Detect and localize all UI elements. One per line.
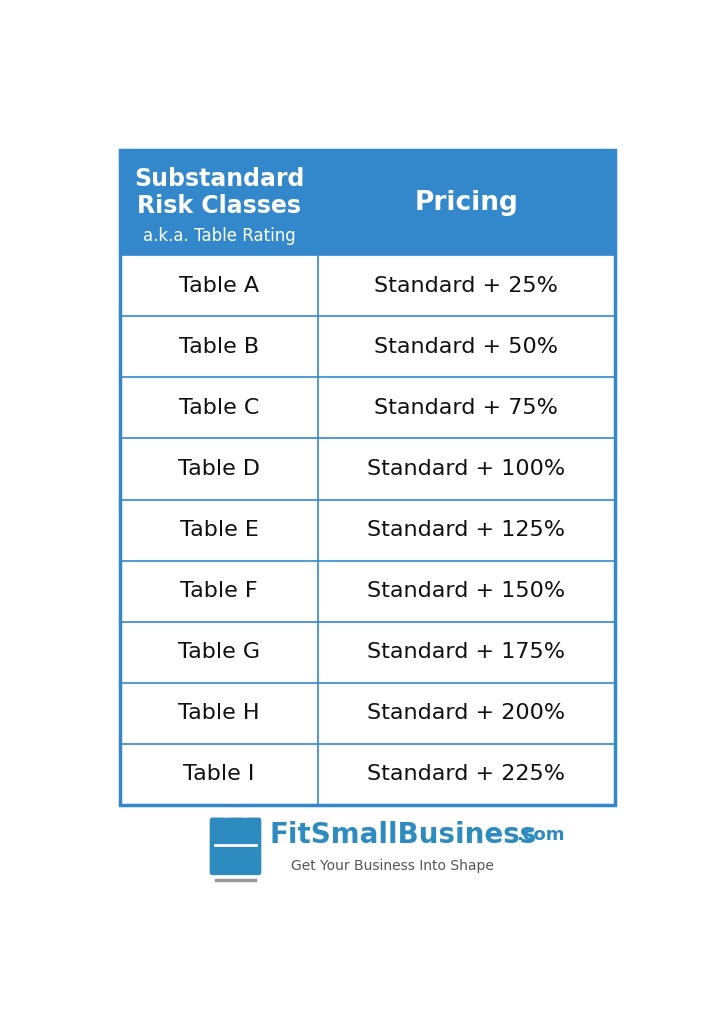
Text: Standard + 75%: Standard + 75% bbox=[374, 398, 559, 418]
Bar bbox=[318, 683, 614, 743]
Bar bbox=[120, 560, 318, 622]
Bar bbox=[120, 683, 318, 743]
Bar bbox=[120, 151, 614, 255]
Bar bbox=[120, 500, 318, 560]
Text: Table F: Table F bbox=[180, 582, 258, 601]
Bar bbox=[120, 743, 318, 805]
Text: .com: .com bbox=[516, 826, 565, 844]
Bar bbox=[120, 255, 318, 316]
Bar bbox=[318, 743, 614, 805]
Text: Pricing: Pricing bbox=[414, 189, 518, 216]
Bar bbox=[318, 255, 614, 316]
Bar bbox=[120, 622, 318, 683]
Bar bbox=[120, 438, 318, 500]
FancyBboxPatch shape bbox=[209, 817, 261, 876]
Bar bbox=[318, 560, 614, 622]
Text: Table E: Table E bbox=[180, 520, 259, 540]
Text: Standard + 50%: Standard + 50% bbox=[374, 337, 559, 356]
Text: Table B: Table B bbox=[179, 337, 259, 356]
Bar bbox=[318, 622, 614, 683]
Text: Table H: Table H bbox=[179, 703, 260, 723]
Text: Table D: Table D bbox=[178, 459, 260, 479]
Bar bbox=[120, 378, 318, 438]
Bar bbox=[318, 316, 614, 378]
Bar bbox=[318, 438, 614, 500]
Text: Standard + 125%: Standard + 125% bbox=[367, 520, 566, 540]
Bar bbox=[120, 316, 318, 378]
Text: Table G: Table G bbox=[178, 642, 260, 663]
Text: Standard + 25%: Standard + 25% bbox=[374, 275, 559, 296]
Bar bbox=[318, 378, 614, 438]
Text: Table A: Table A bbox=[179, 275, 259, 296]
Text: Standard + 150%: Standard + 150% bbox=[367, 582, 566, 601]
Text: FitSmallBusiness: FitSmallBusiness bbox=[269, 821, 536, 849]
Text: Standard + 225%: Standard + 225% bbox=[367, 764, 566, 784]
Bar bbox=[120, 151, 614, 805]
Text: Substandard
Risk Classes: Substandard Risk Classes bbox=[134, 167, 304, 218]
Text: Table I: Table I bbox=[184, 764, 255, 784]
Text: Get Your Business Into Shape: Get Your Business Into Shape bbox=[291, 859, 494, 873]
Text: Standard + 175%: Standard + 175% bbox=[367, 642, 566, 663]
Text: Standard + 100%: Standard + 100% bbox=[367, 459, 566, 479]
Bar bbox=[318, 500, 614, 560]
Text: Table C: Table C bbox=[179, 398, 260, 418]
Text: Standard + 200%: Standard + 200% bbox=[367, 703, 566, 723]
Text: a.k.a. Table Rating: a.k.a. Table Rating bbox=[143, 227, 295, 246]
